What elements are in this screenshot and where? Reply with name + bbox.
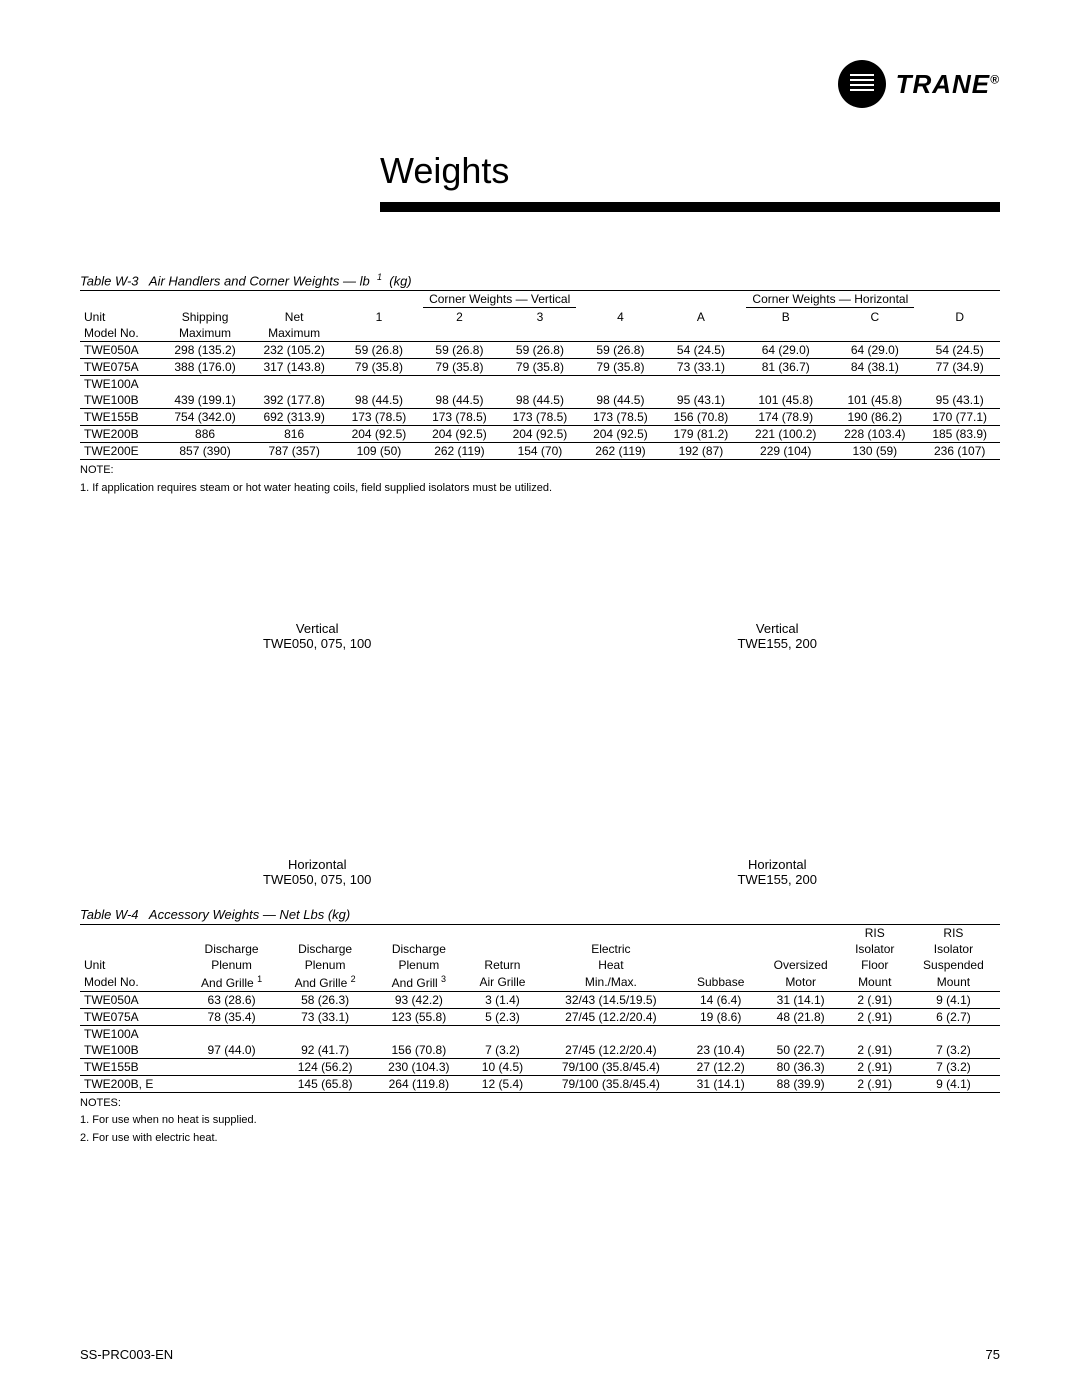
w4-header-row2: Discharge Discharge Discharge Electric I… (80, 941, 1000, 957)
footer-page: 75 (986, 1347, 1000, 1362)
table-row: TWE100A (80, 376, 1000, 393)
table-row: TWE100B439 (199.1)392 (177.8)98 (44.5)98… (80, 392, 1000, 409)
table-w3-section: Table W-3 Air Handlers and Corner Weight… (80, 272, 1000, 495)
table-row: TWE050A298 (135.2)232 (105.2)59 (26.8)59… (80, 342, 1000, 359)
w4-header-row3: Unit Plenum Plenum Plenum Return Heat Ov… (80, 957, 1000, 973)
table-row: TWE050A63 (28.6)58 (26.3)93 (42.2)3 (1.4… (80, 991, 1000, 1008)
group-horizontal-label: Corner Weights — Horizontal (746, 292, 914, 308)
table-w3-caption: Table W-3 Air Handlers and Corner Weight… (80, 272, 1000, 288)
table-header-row1: Unit Shipping Net 1 2 3 4 A B C D (80, 309, 1000, 325)
diagram-row-horizontal: Horizontal TWE050, 075, 100 Horizontal T… (80, 851, 1000, 887)
table-row: TWE155B754 (342.0)692 (313.9)173 (78.5)1… (80, 409, 1000, 426)
table-header-groups: Corner Weights — Vertical Corner Weights… (80, 291, 1000, 310)
page-title: Weights (380, 150, 1000, 192)
table-w4-note2: 2. For use with electric heat. (80, 1131, 1000, 1145)
diagram-vertical-small: Vertical TWE050, 075, 100 (263, 615, 371, 651)
table-w4-section: Table W-4 Accessory Weights — Net Lbs (k… (80, 907, 1000, 1145)
diagram-horizontal-large: Horizontal TWE155, 200 (737, 851, 817, 887)
table-row: TWE200B886816204 (92.5)204 (92.5)204 (92… (80, 426, 1000, 443)
table-header-row2: Model No. Maximum Maximum (80, 325, 1000, 342)
group-vertical-label: Corner Weights — Vertical (423, 292, 576, 308)
table-row: TWE075A388 (176.0)317 (143.8)79 (35.8)79… (80, 359, 1000, 376)
table-w4: RIS RIS Discharge Discharge Discharge El… (80, 924, 1000, 1093)
table-row: TWE200E857 (390)787 (357)109 (50)262 (11… (80, 443, 1000, 460)
diagram-horizontal-small: Horizontal TWE050, 075, 100 (263, 851, 371, 887)
table-w3-note-label: NOTE: (80, 463, 1000, 477)
diagram-row-vertical: Vertical TWE050, 075, 100 Vertical TWE15… (80, 615, 1000, 651)
brand-logo: TRANE® (838, 60, 1000, 108)
table-w4-caption: Table W-4 Accessory Weights — Net Lbs (k… (80, 907, 1000, 922)
diagram-vertical-large: Vertical TWE155, 200 (737, 615, 817, 651)
trane-globe-icon (838, 60, 886, 108)
table-w4-notes-label: NOTES: (80, 1096, 1000, 1110)
w4-header-row1: RIS RIS (80, 924, 1000, 941)
table-row: TWE200B, E145 (65.8)264 (119.8)12 (5.4)7… (80, 1075, 1000, 1092)
w4-header-row4: Model No. And Grille 1 And Grille 2 And … (80, 973, 1000, 992)
title-rule (380, 202, 1000, 212)
table-row: TWE075A78 (35.4)73 (33.1)123 (55.8)5 (2.… (80, 1008, 1000, 1025)
table-w3: Corner Weights — Vertical Corner Weights… (80, 290, 1000, 460)
table-w4-note1: 1. For use when no heat is supplied. (80, 1113, 1000, 1127)
footer-doc: SS-PRC003-EN (80, 1347, 173, 1362)
table-row: TWE100B97 (44.0)92 (41.7)156 (70.8)7 (3.… (80, 1042, 1000, 1059)
table-row: TWE155B124 (56.2)230 (104.3)10 (4.5)79/1… (80, 1058, 1000, 1075)
brand-name: TRANE® (896, 69, 1000, 100)
table-w3-note1: 1. If application requires steam or hot … (80, 481, 1000, 495)
table-row: TWE100A (80, 1025, 1000, 1042)
page-footer: SS-PRC003-EN 75 (80, 1347, 1000, 1362)
